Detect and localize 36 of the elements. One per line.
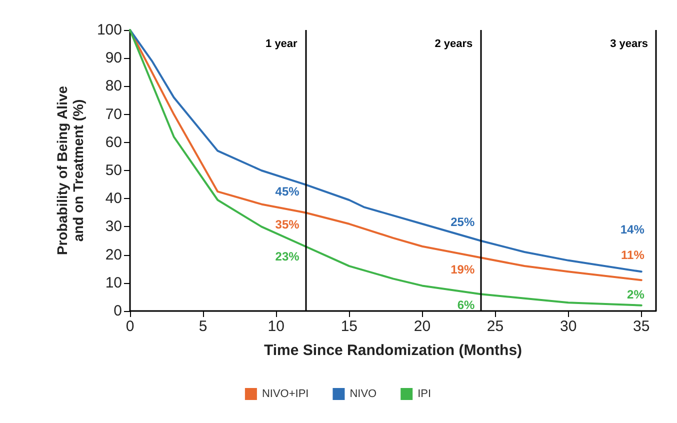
data-label: 45% [275, 184, 300, 199]
ref-line-label: 3 years [610, 38, 648, 50]
data-label: 19% [450, 262, 475, 277]
y-tick-label: 90 [105, 50, 122, 67]
ref-line-label: 1 year [266, 38, 298, 50]
y-tick-label: 70 [105, 106, 122, 123]
data-label: 11% [621, 248, 645, 262]
legend-label: IPI [418, 388, 432, 400]
y-tick-label: 0 [114, 302, 122, 320]
x-tick-label: 10 [268, 318, 284, 335]
y-tick-label: 80 [105, 78, 122, 95]
x-tick-label: 0 [126, 318, 134, 335]
data-label: 25% [450, 214, 475, 229]
data-label: 2% [627, 287, 645, 302]
x-tick-label: 35 [633, 318, 650, 335]
y-tick-label: 20 [105, 246, 122, 264]
x-tick-label: 20 [414, 318, 431, 335]
data-label: 35% [275, 218, 300, 232]
y-tick-label: 10 [105, 274, 122, 292]
y-tick-label: 30 [105, 218, 122, 236]
legend-label: NIVO+IPI [262, 388, 309, 400]
x-tick-label: 5 [198, 318, 208, 335]
y-tick-label: 40 [105, 190, 122, 208]
data-label: 23% [275, 249, 300, 264]
x-tick-label: 15 [340, 318, 358, 335]
x-axis-title: Time Since Randomization (Months) [264, 342, 522, 359]
x-tick-label: 25 [486, 318, 504, 335]
y-tick-label: 100 [96, 22, 122, 38]
data-label: 14% [620, 222, 645, 237]
y-tick-label: 60 [105, 134, 122, 151]
y-tick-label: 50 [105, 162, 122, 179]
y-axis-title: Probability of Being Alive and on Treatment (%) [54, 86, 86, 256]
x-tick-label: 30 [560, 318, 577, 335]
ref-line-label: 2 years [434, 38, 473, 50]
legend-label: NIVO [350, 388, 378, 400]
data-label: 6% [457, 298, 475, 312]
